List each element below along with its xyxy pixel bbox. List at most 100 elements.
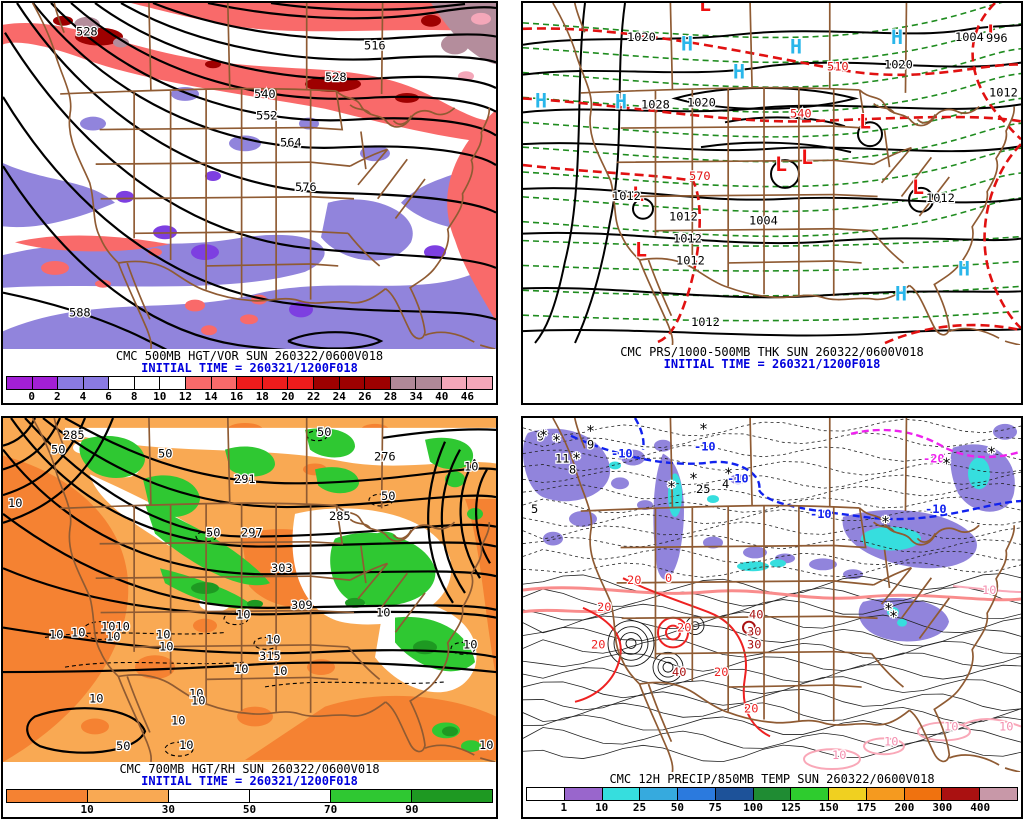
colorbar-segment xyxy=(312,377,339,389)
contour-label: 11 xyxy=(555,452,569,466)
low-pressure-marker: L xyxy=(859,109,871,133)
temperature-contour xyxy=(523,689,1021,711)
contour-label: 1012 xyxy=(691,315,720,329)
colorbar-ticks: 1 10 25 50 75 100 125 150 175 200 300 400 xyxy=(526,801,1018,814)
contour-label: 8 xyxy=(569,462,576,476)
snow-marker: * xyxy=(699,420,708,438)
contour-label: 10 xyxy=(8,496,22,510)
initial-time: INITIAL TIME = 260321/1200F018 xyxy=(141,774,358,788)
temperature-contour xyxy=(523,638,1021,660)
colorbar-tick: 90 xyxy=(405,803,419,816)
contour-label: 10 xyxy=(106,629,120,643)
panel-500mb-hgt-vor[interactable]: 528 516 528 540 552 564 576 588 CMC 500MB HGT/V… xyxy=(1,1,498,405)
contour-label: -10 xyxy=(925,502,947,516)
snow-marker: * xyxy=(881,513,890,531)
contour-label: 510 xyxy=(827,60,849,74)
contour-label: 20 xyxy=(714,665,728,679)
contour-label: 10 xyxy=(832,748,846,762)
thickness-contour xyxy=(523,260,1021,272)
snow-marker: * xyxy=(552,432,561,450)
temperature-contour xyxy=(523,457,1021,476)
colorbar-tick: 400 xyxy=(970,801,991,814)
contour-label: 10 xyxy=(234,662,248,676)
high-pressure-marker: H xyxy=(535,88,547,112)
panel-precip-850temp[interactable]: -10 -10 -10 -10 -10 -20 25 4 9 11 8 5 9 20 20 20 20 20 20 0… xyxy=(521,416,1023,819)
low-pressure-marker: L xyxy=(801,145,813,169)
thickness-contour xyxy=(523,97,1021,138)
colorbar-segment xyxy=(752,788,791,800)
contour-label: 50 xyxy=(206,526,220,540)
temperature-contour xyxy=(523,521,1021,540)
contour-label: 588 xyxy=(69,305,91,319)
contour-label: 50 xyxy=(381,489,395,503)
temperature-contour xyxy=(523,418,1021,437)
panel-title: CMC 500MB HGT/VOR SUN 260322/0600V018 xyxy=(115,349,384,363)
contour-label: 50 xyxy=(317,425,331,439)
high-pressure-marker: H xyxy=(958,256,970,280)
contour-label: 303 xyxy=(271,561,293,575)
colorbar-tick: 6 xyxy=(105,390,112,403)
colorbar-tick: 8 xyxy=(130,390,138,403)
contour-label: 276 xyxy=(374,450,396,464)
initial-time: INITIAL TIME = 260321/1200F018 xyxy=(663,357,881,371)
contour-label: 1020 xyxy=(627,30,656,44)
contour-label: 10 xyxy=(71,626,85,640)
low-pressure-marker: L xyxy=(632,182,644,206)
contour-label: 0 xyxy=(665,571,672,585)
contour-label: 50 xyxy=(116,739,130,753)
colorbar-segment xyxy=(903,788,942,800)
temperature-contour xyxy=(523,714,1021,736)
temperature-contour-field xyxy=(523,418,1021,763)
contour-labels: 1020102010201028101299610041012101210121… xyxy=(611,29,1019,331)
rh-contours-dashed xyxy=(44,430,476,757)
colorbar-segment xyxy=(865,788,904,800)
temperature-contour xyxy=(523,676,1021,699)
snow-marker: * xyxy=(689,469,698,487)
low-pressure-marker: L xyxy=(775,152,787,176)
colorbar-segment xyxy=(108,377,134,389)
colorbar-segment xyxy=(563,788,602,800)
contour-label: 1012 xyxy=(612,189,641,203)
panel-700mb-hgt-rh[interactable]: 285 291 297 285 276 303 309 315 1010 50 50 50 50 50 50… xyxy=(1,416,498,819)
contour-label: 30 xyxy=(747,625,761,639)
colorbar-segment xyxy=(7,377,32,389)
colorbar-tick: 12 xyxy=(178,390,193,403)
contour-label: 309 xyxy=(291,598,313,612)
colorbar xyxy=(6,789,493,803)
panel-title: CMC 12H PRECIP/850MB TEMP SUN 260322/060… xyxy=(609,772,935,786)
contour-label: 1012 xyxy=(989,85,1018,99)
contour-label: 1010 xyxy=(101,620,130,634)
height-contours xyxy=(3,3,496,349)
contour-label: 10 xyxy=(376,606,390,620)
contour-label: 285 xyxy=(329,509,351,523)
initial-time: INITIAL TIME = 260321/1200F018 xyxy=(141,361,358,375)
colorbar-tick: 1 xyxy=(560,801,568,814)
thickness-contour xyxy=(523,147,1021,188)
colorbar-tick: 40 xyxy=(435,390,449,403)
contour-labels: -10 -10 -10 -10 -10 -20 25 4 9 118 5 9 20 20 20 20 20 20 0… xyxy=(530,419,1015,764)
snow-marker: * xyxy=(667,478,676,496)
temperature-contour xyxy=(523,727,1021,749)
contour-label: 10 xyxy=(944,720,958,734)
contour-label: 285 xyxy=(63,428,85,442)
colorbar-tick: 14 xyxy=(204,390,218,403)
contour-label: 1020 xyxy=(884,58,913,72)
colorbar-segment xyxy=(168,790,249,802)
contour-label: -10 xyxy=(694,440,716,454)
colorbar-segment xyxy=(828,788,866,800)
contour-label: 10 xyxy=(464,459,478,473)
temperature-key-lines xyxy=(523,418,1021,771)
colorbar-segment xyxy=(236,377,262,389)
snow-marker: * xyxy=(572,450,581,468)
thickness-contour xyxy=(523,172,1021,213)
high-pressure-marker: H xyxy=(681,32,693,56)
contour-label: 40 xyxy=(672,665,686,679)
high-pressure-marker: H xyxy=(895,281,907,305)
contour-label: 30 xyxy=(747,637,761,651)
